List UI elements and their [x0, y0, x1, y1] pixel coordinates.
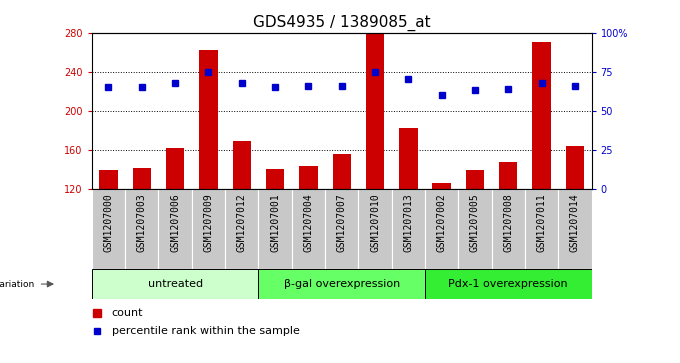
Text: count: count [112, 308, 143, 318]
Bar [525, 189, 558, 269]
Text: GSM1207004: GSM1207004 [303, 193, 313, 252]
Bar [192, 189, 225, 269]
Bar [92, 189, 125, 269]
Text: GSM1207010: GSM1207010 [370, 193, 380, 252]
Text: GSM1207013: GSM1207013 [403, 193, 413, 252]
Text: GSM1207012: GSM1207012 [237, 193, 247, 252]
Bar [299, 166, 318, 189]
Bar [425, 269, 592, 299]
Bar [566, 146, 584, 189]
Bar [392, 189, 425, 269]
Text: GSM1207006: GSM1207006 [170, 193, 180, 252]
Text: percentile rank within the sample: percentile rank within the sample [112, 326, 300, 337]
Text: GSM1207009: GSM1207009 [203, 193, 214, 252]
Title: GDS4935 / 1389085_at: GDS4935 / 1389085_at [253, 15, 430, 31]
Bar [125, 189, 158, 269]
Bar [366, 34, 384, 189]
Bar [199, 50, 218, 189]
Text: β-gal overexpression: β-gal overexpression [284, 279, 400, 289]
Bar [266, 169, 284, 189]
Text: GSM1207003: GSM1207003 [137, 193, 147, 252]
Bar [432, 183, 451, 189]
Bar [158, 189, 192, 269]
Bar [258, 269, 425, 299]
Bar [233, 141, 251, 189]
Bar [558, 189, 592, 269]
Text: GSM1207002: GSM1207002 [437, 193, 447, 252]
Bar [292, 189, 325, 269]
Bar [225, 189, 258, 269]
Text: Pdx-1 overexpression: Pdx-1 overexpression [449, 279, 568, 289]
Bar [399, 128, 418, 189]
Text: GSM1207007: GSM1207007 [337, 193, 347, 252]
Text: GSM1207008: GSM1207008 [503, 193, 513, 252]
Text: GSM1207005: GSM1207005 [470, 193, 480, 252]
Bar [99, 170, 118, 189]
Bar [499, 162, 517, 189]
Bar [333, 154, 351, 189]
Bar [133, 168, 151, 189]
Text: GSM1207000: GSM1207000 [103, 193, 114, 252]
Text: GSM1207014: GSM1207014 [570, 193, 580, 252]
Bar [92, 269, 258, 299]
Bar [458, 189, 492, 269]
Text: GSM1207011: GSM1207011 [537, 193, 547, 252]
Bar [166, 148, 184, 189]
Bar [358, 189, 392, 269]
Bar [325, 189, 358, 269]
Bar [258, 189, 292, 269]
Text: untreated: untreated [148, 279, 203, 289]
Bar [492, 189, 525, 269]
Bar [532, 42, 551, 189]
Text: GSM1207001: GSM1207001 [270, 193, 280, 252]
Text: genotype/variation: genotype/variation [0, 280, 35, 289]
Bar [425, 189, 458, 269]
Bar [466, 170, 484, 189]
